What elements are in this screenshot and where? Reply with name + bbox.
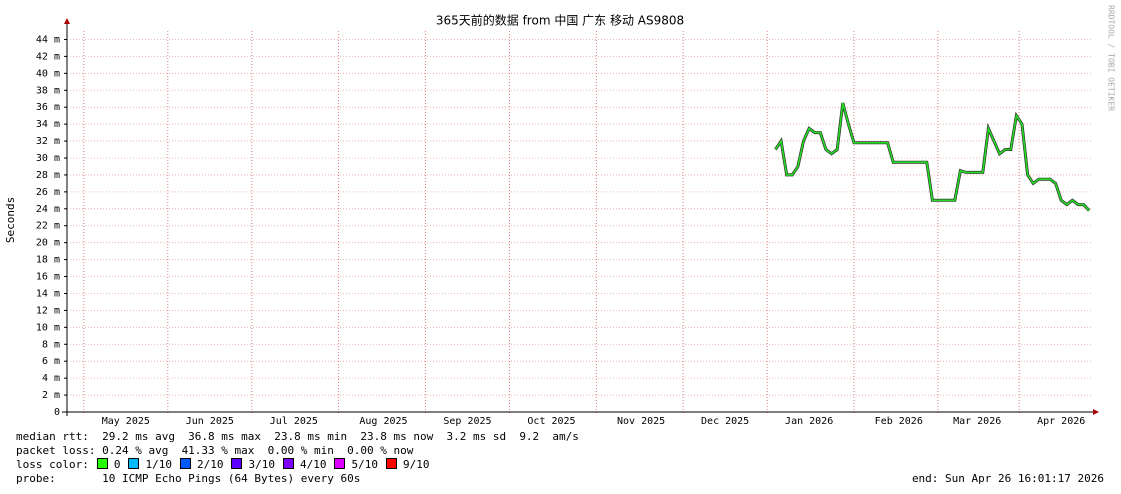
- y-tick-label: 8 m: [42, 339, 60, 350]
- y-tick-label: 12 m: [36, 305, 60, 316]
- y-tick-label: 24 m: [36, 204, 60, 215]
- loss-color-label: loss color:: [16, 458, 89, 471]
- y-tick-label: 36 m: [36, 102, 60, 113]
- x-tick-label: Apr 2026: [1037, 416, 1085, 427]
- x-tick-label: Feb 2026: [875, 416, 923, 427]
- median-line-color: [774, 102, 1090, 212]
- loss-swatch: [282, 458, 294, 469]
- grid: [64, 31, 1092, 415]
- y-tick-label: 38 m: [36, 85, 60, 96]
- x-tick-label: Sep 2025: [443, 416, 491, 427]
- x-tick-label: Dec 2025: [701, 416, 749, 427]
- loss-label: 1/10: [145, 458, 172, 471]
- plot: [774, 102, 1091, 212]
- y-tick-label: 34 m: [36, 119, 60, 130]
- loss-legend: loss color: 0 1/10 2/10 3/10 4/10 5/10 9/10: [16, 458, 429, 472]
- x-tick-label: Mar 2026: [953, 416, 1001, 427]
- y-tick-label: 26 m: [36, 187, 60, 198]
- y-tick-label: 4 m: [42, 373, 60, 384]
- y-tick-label: 2 m: [42, 390, 60, 401]
- x-tick-label: Oct 2025: [527, 416, 575, 427]
- y-tick-label: 16 m: [36, 272, 60, 283]
- end-time: end: Sun Apr 26 16:01:17 2026: [911, 472, 1104, 485]
- y-tick-label: 0: [54, 407, 60, 418]
- chart-title: 365天前的数据 from 中国 广东 移动 AS9808: [436, 13, 684, 28]
- y-axis-label: Seconds: [4, 197, 17, 243]
- loss-swatch: [231, 458, 243, 469]
- loss-swatch: [334, 458, 346, 469]
- x-tick-label: Jul 2025: [270, 416, 318, 427]
- y-tick-label: 28 m: [36, 170, 60, 181]
- y-tick-label: 44 m: [36, 34, 60, 45]
- y-tick-label: 40 m: [36, 68, 60, 79]
- loss-swatch: [96, 458, 108, 469]
- loss-label: 0: [113, 458, 121, 471]
- packet-loss: packet loss: 0.24 % avg 41.33 % max 0.00…: [16, 444, 414, 457]
- loss-label: 5/10: [351, 458, 378, 471]
- median-rtt: median rtt: 29.2 ms avg 36.8 ms max 23.8…: [16, 430, 579, 443]
- y-tick-label: 20 m: [36, 238, 60, 249]
- y-tick-label: 14 m: [36, 288, 60, 299]
- x-tick-label: Jan 2026: [785, 416, 833, 427]
- loss-label: 3/10: [248, 458, 275, 471]
- y-tick-label: 10 m: [36, 322, 60, 333]
- loss-swatch: [128, 458, 140, 469]
- y-tick-label: 42 m: [36, 51, 60, 62]
- loss-label: 4/10: [299, 458, 327, 471]
- probe: probe: 10 ICMP Echo Pings (64 Bytes) eve…: [16, 472, 361, 485]
- y-tick-label: 6 m: [42, 356, 60, 367]
- y-arrow: [64, 18, 70, 24]
- y-tick-label: 22 m: [36, 221, 60, 232]
- y-tick-label: 18 m: [36, 255, 60, 266]
- watermark: RRDTOOL / TOBI OETIKER: [1107, 5, 1116, 111]
- loss-label: 9/10: [402, 458, 430, 471]
- x-tick-label: Jun 2025: [186, 416, 234, 427]
- y-tick-label: 30 m: [36, 153, 60, 164]
- loss-swatch: [179, 458, 191, 469]
- y-tick-label: 32 m: [36, 136, 60, 147]
- x-tick-label: Aug 2025: [359, 416, 407, 427]
- x-arrow: [1093, 409, 1099, 415]
- x-tick-label: May 2025: [102, 416, 150, 427]
- loss-label: 2/10: [196, 458, 224, 471]
- median-line: [774, 102, 1091, 212]
- x-tick-label: Nov 2025: [617, 416, 665, 427]
- loss-swatch: [385, 458, 397, 469]
